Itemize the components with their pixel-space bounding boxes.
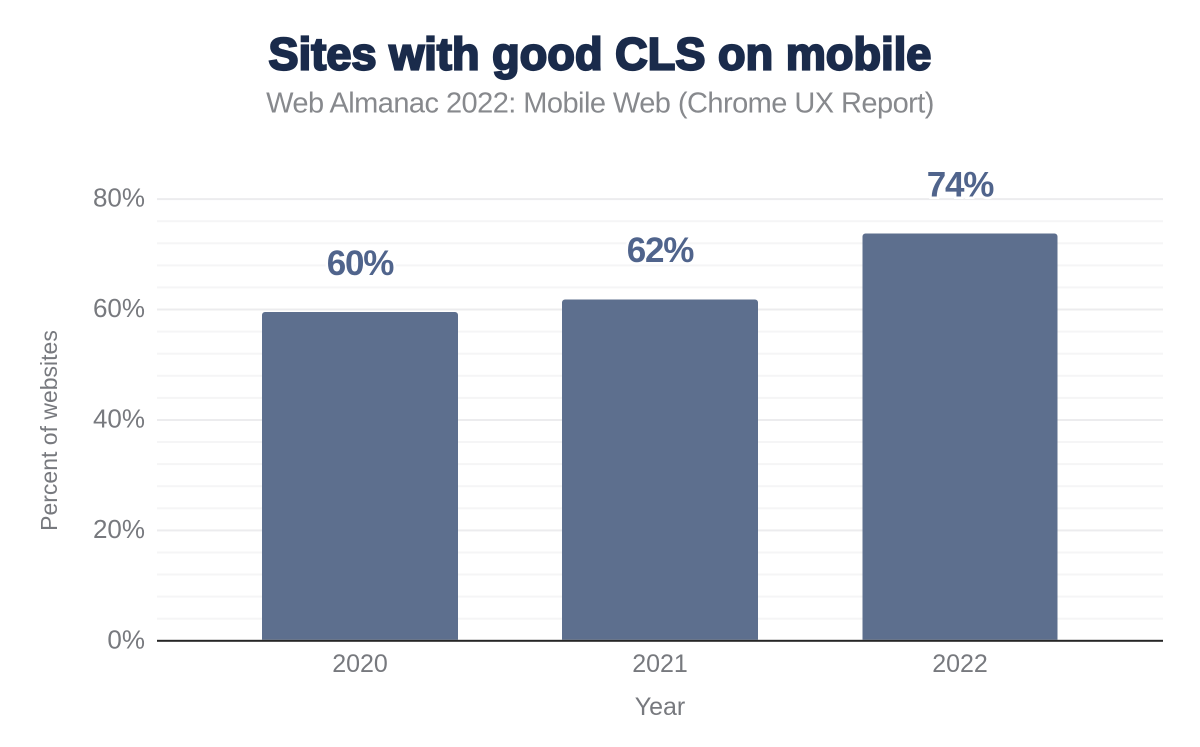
svg-text:20%: 20% (93, 514, 145, 544)
svg-text:Sites with good CLS on mobile: Sites with good CLS on mobile (269, 28, 932, 79)
svg-text:62%: 62% (627, 231, 695, 270)
svg-text:60%: 60% (327, 244, 395, 283)
svg-text:80%: 80% (93, 183, 145, 213)
svg-text:Year: Year (635, 693, 686, 721)
svg-text:2022: 2022 (932, 650, 988, 678)
svg-text:0%: 0% (107, 624, 145, 654)
svg-text:62%: 62% (627, 231, 695, 270)
svg-text:60%: 60% (93, 293, 145, 323)
svg-text:Percent of websites: Percent of websites (36, 330, 62, 531)
svg-text:40%: 40% (93, 404, 145, 434)
svg-text:Web Almanac 2022: Mobile Web (: Web Almanac 2022: Mobile Web (Chrome UX … (266, 87, 934, 119)
svg-text:60%: 60% (327, 244, 395, 283)
svg-text:2021: 2021 (632, 650, 688, 678)
svg-text:2020: 2020 (332, 650, 388, 678)
svg-text:74%: 74% (927, 166, 995, 205)
svg-text:74%: 74% (927, 166, 995, 205)
